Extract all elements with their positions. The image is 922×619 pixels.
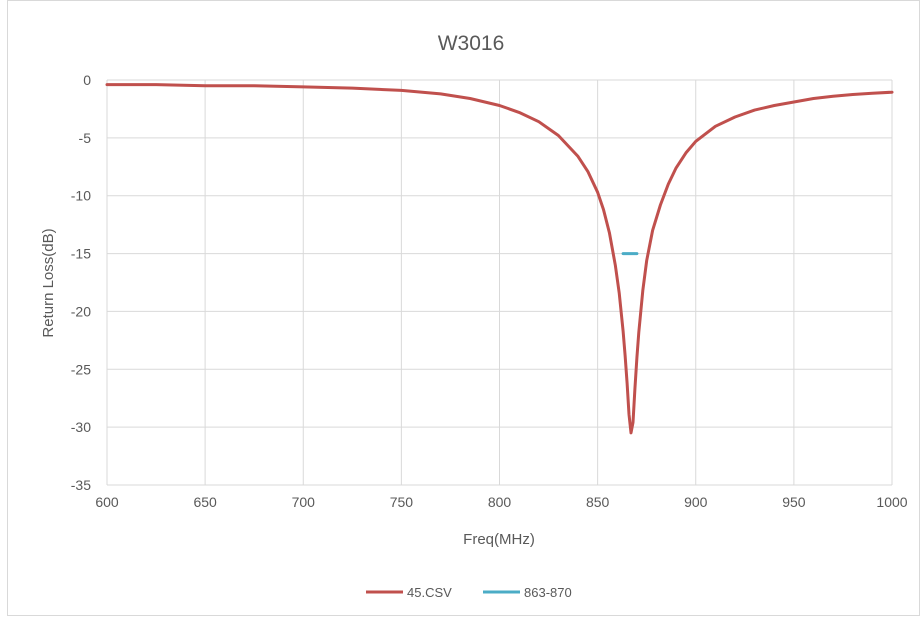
x-tick-label: 750 [390,494,414,510]
series-line-45-csv [105,83,894,435]
legend-label-863-870: 863-870 [524,585,572,600]
legend-label-45csv: 45.CSV [407,585,452,600]
y-tick-label: -25 [71,361,91,377]
y-tick-label: -35 [71,477,91,493]
x-tick-label: 600 [95,494,119,510]
x-tick-label: 700 [292,494,316,510]
y-tick-labels: 0 -5 -10 -15 -20 -25 -30 -35 [71,72,91,493]
y-tick-label: -5 [79,130,92,146]
x-tick-label: 850 [586,494,610,510]
x-tick-label: 650 [193,494,217,510]
chart-frame [7,0,920,616]
chart-title: W3016 [438,32,505,55]
y-tick-label: -30 [71,419,91,435]
gridlines [106,79,893,486]
y-tick-label: -15 [71,246,91,262]
y-tick-label: -10 [71,188,91,204]
y-tick-label: 0 [83,72,91,88]
x-tick-label: 900 [684,494,708,510]
x-tick-labels: 600 650 700 750 800 850 900 950 1000 [95,494,907,510]
series-layer [105,83,894,435]
legend: 45.CSV 863-870 [366,585,572,600]
y-tick-label: -20 [71,303,91,319]
x-tick-label: 950 [782,494,806,510]
x-tick-label: 1000 [876,494,907,510]
x-tick-label: 800 [488,494,512,510]
x-axis-title: Freq(MHz) [463,531,535,548]
y-axis-title: Return Loss(dB) [40,228,57,337]
